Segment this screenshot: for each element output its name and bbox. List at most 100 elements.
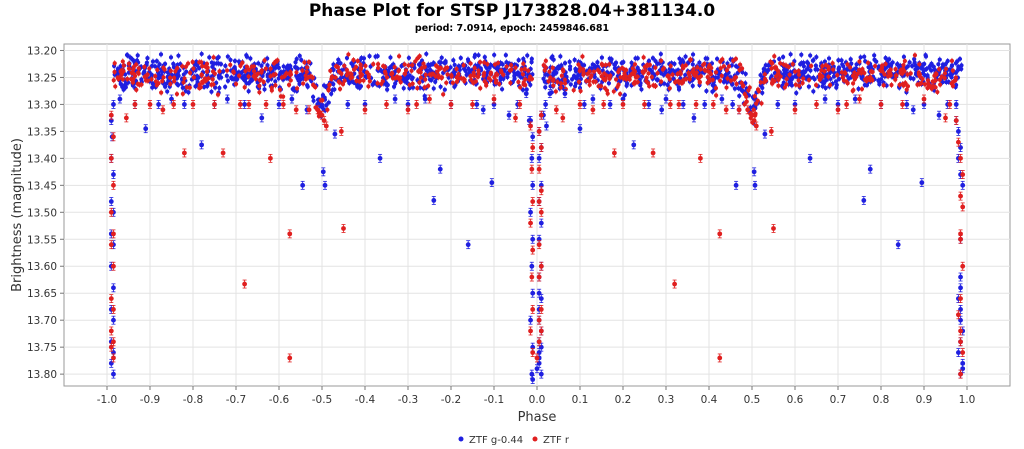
band-point: [472, 52, 478, 58]
band-point: [294, 70, 299, 75]
band-point: [725, 76, 730, 81]
band-point: [492, 52, 497, 58]
band-point: [357, 85, 362, 90]
band-point: [590, 62, 595, 67]
band-point: [843, 71, 848, 76]
band-point: [344, 67, 350, 73]
band-point: [835, 73, 840, 78]
band-point: [907, 60, 912, 65]
y-tick-label: 13.20: [27, 45, 57, 57]
band-point: [796, 72, 802, 77]
band-point: [764, 68, 769, 74]
band-point: [599, 55, 605, 60]
x-tick-label: 0.1: [572, 394, 589, 406]
band-point: [492, 62, 498, 67]
band-point: [257, 90, 262, 95]
band-point: [199, 72, 204, 77]
band-point: [846, 76, 851, 81]
band-point: [776, 77, 781, 82]
band-point: [708, 72, 714, 77]
band-point: [421, 61, 426, 66]
band-point: [853, 66, 859, 71]
point-g: [225, 96, 230, 102]
band-point: [639, 87, 644, 92]
band-point: [193, 84, 198, 89]
band-point: [811, 75, 816, 80]
point-g: [289, 96, 295, 102]
band-point: [714, 56, 720, 61]
point-g: [543, 102, 548, 107]
band-point: [135, 81, 140, 87]
band-point: [229, 76, 235, 81]
band-point: [770, 77, 775, 83]
band-point: [426, 62, 431, 67]
band-point: [299, 57, 304, 63]
band-point: [943, 62, 948, 67]
band-point: [797, 83, 802, 88]
band-point: [826, 56, 832, 61]
band-point: [902, 58, 907, 64]
band-point: [112, 69, 117, 75]
band-point: [228, 57, 233, 63]
band-point: [120, 77, 125, 82]
band-point: [893, 73, 898, 78]
band-point: [661, 72, 666, 77]
band-point: [857, 59, 862, 64]
band-point: [454, 75, 459, 80]
band-point: [687, 77, 692, 82]
band-point: [950, 68, 955, 73]
band-point: [168, 75, 173, 80]
band-point: [153, 79, 159, 84]
band-point: [618, 91, 623, 97]
band-point: [790, 62, 795, 67]
band-point: [690, 83, 695, 88]
band-point: [246, 74, 251, 79]
band-point: [276, 65, 281, 70]
band-point: [644, 79, 649, 84]
band-point: [333, 64, 339, 69]
band-point: [622, 67, 627, 72]
band-point: [464, 72, 469, 77]
band-point: [248, 56, 253, 61]
band-point: [461, 66, 467, 72]
band-point: [529, 59, 534, 65]
band-point: [526, 68, 531, 73]
band-point: [485, 62, 490, 67]
band-point: [949, 58, 955, 63]
band-point: [859, 86, 865, 92]
band-point: [603, 62, 608, 68]
band-point: [813, 63, 818, 68]
band-point: [427, 72, 433, 77]
band-point: [488, 62, 493, 67]
band-point: [580, 63, 585, 68]
band-point: [435, 64, 440, 69]
band-point: [390, 71, 395, 76]
band-point: [784, 76, 789, 82]
band-point: [406, 55, 411, 61]
band-point: [240, 60, 245, 65]
point-g: [259, 115, 265, 121]
band-point: [568, 82, 573, 87]
band-point: [202, 76, 207, 81]
band-point: [383, 71, 388, 76]
band-point: [758, 72, 763, 78]
point-g: [536, 290, 542, 296]
band-point: [190, 59, 195, 65]
band-point: [168, 55, 174, 60]
band-point: [910, 63, 915, 69]
band-point: [799, 61, 804, 66]
band-point: [553, 89, 558, 94]
point-g: [958, 285, 963, 291]
band-point: [520, 87, 526, 93]
band-point: [359, 72, 365, 78]
band-point: [774, 66, 779, 72]
band-point: [858, 55, 863, 60]
band-point: [181, 80, 186, 85]
band-point: [281, 64, 286, 69]
band-point: [770, 81, 775, 86]
point-g: [680, 102, 686, 107]
band-point: [742, 92, 747, 97]
band-point: [494, 66, 499, 71]
band-point: [942, 71, 948, 76]
band-point: [113, 84, 118, 89]
